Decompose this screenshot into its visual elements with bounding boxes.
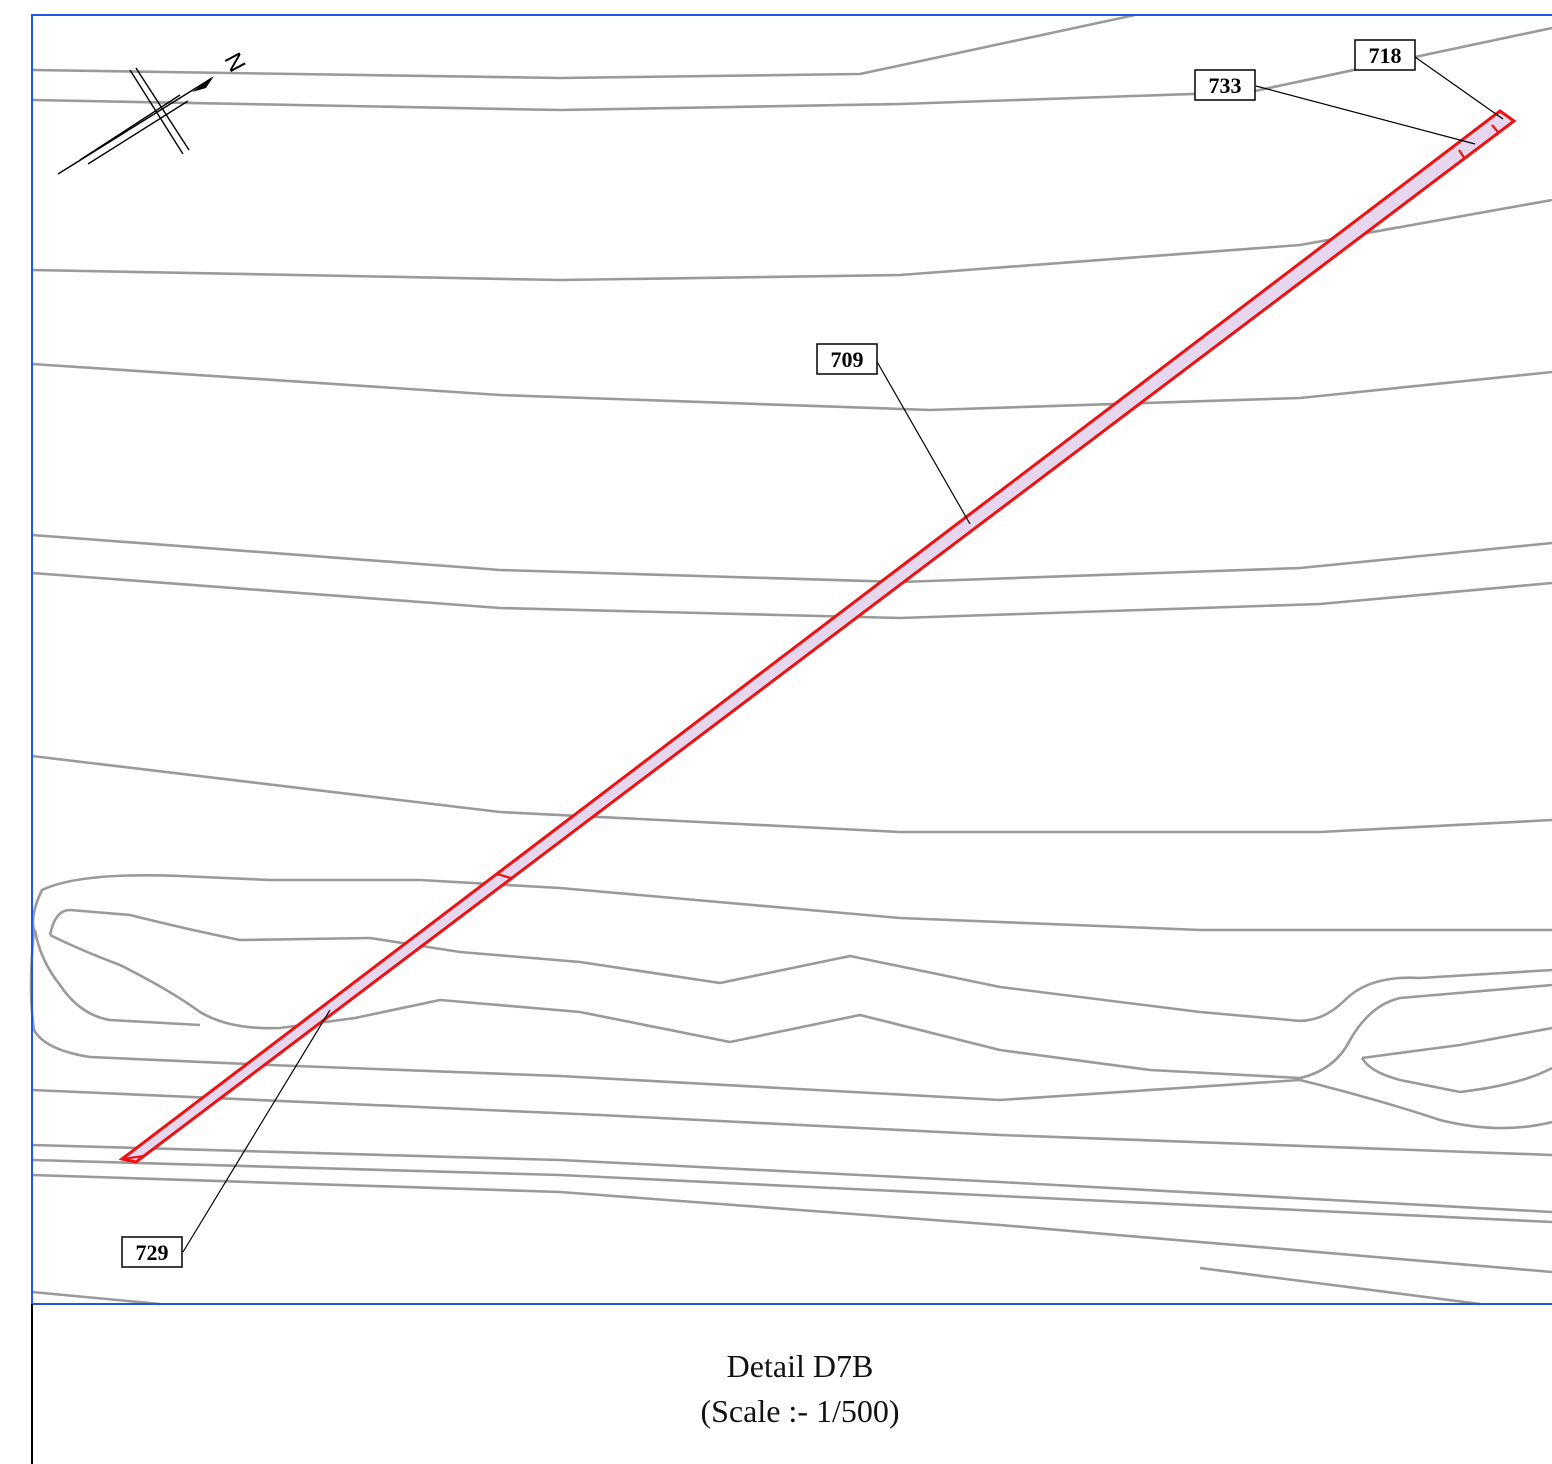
contour-line [1199, 1266, 1481, 1306]
north-arrow-icon: N [57, 48, 251, 175]
parcel-label-729[interactable]: 729 [121, 1236, 183, 1268]
contour-line [31, 198, 1552, 282]
leader-line-709 [875, 359, 971, 525]
parcel-label-729-text: 729 [136, 1240, 169, 1265]
contour-line [1361, 1026, 1552, 1060]
parcel-strip [118, 109, 1517, 1164]
contour-line [1360, 1057, 1552, 1094]
parcel-label-718-text: 718 [1369, 43, 1402, 68]
leader-line-729 [182, 1009, 331, 1253]
parcel-729-boundary [121, 1154, 145, 1161]
contour-line [31, 362, 1552, 412]
contour-line [29, 873, 1552, 1130]
contour-line [31, 754, 1552, 834]
contour-line [31, 571, 1552, 620]
parcel-label-733-text: 733 [1209, 73, 1242, 98]
leader-line-718 [1414, 56, 1504, 120]
parcel-label-718[interactable]: 718 [1354, 39, 1416, 71]
contour-line [31, 1143, 1552, 1214]
detail-title: Detail D7B [726, 1348, 874, 1384]
parcel-709-strip[interactable] [118, 109, 1517, 1164]
contour-line [33, 929, 201, 1027]
parcel-label-709[interactable]: 709 [816, 343, 878, 375]
contour-line [31, 1173, 1552, 1274]
contour-line [48, 908, 1552, 1023]
contour-line [31, 533, 1552, 584]
detail-scale: (Scale :- 1/500) [700, 1393, 900, 1429]
detail-frame [31, 14, 1552, 1305]
parcel-733-boundary [1458, 149, 1466, 160]
contour-line [49, 933, 1552, 1080]
parcel-718-boundary [1491, 124, 1499, 133]
contour-line [31, 1290, 161, 1306]
contour-line [31, 26, 1552, 112]
leader-line-733 [1255, 85, 1476, 145]
parcel-division-line [496, 872, 512, 880]
leader-lines [182, 56, 1504, 1253]
contour-line [31, 1158, 1552, 1224]
parcel-label-733[interactable]: 733 [1194, 69, 1256, 101]
parcel-label-709-text: 709 [831, 347, 864, 372]
contour-line [31, 1088, 1552, 1157]
contour-line [31, 13, 1136, 80]
